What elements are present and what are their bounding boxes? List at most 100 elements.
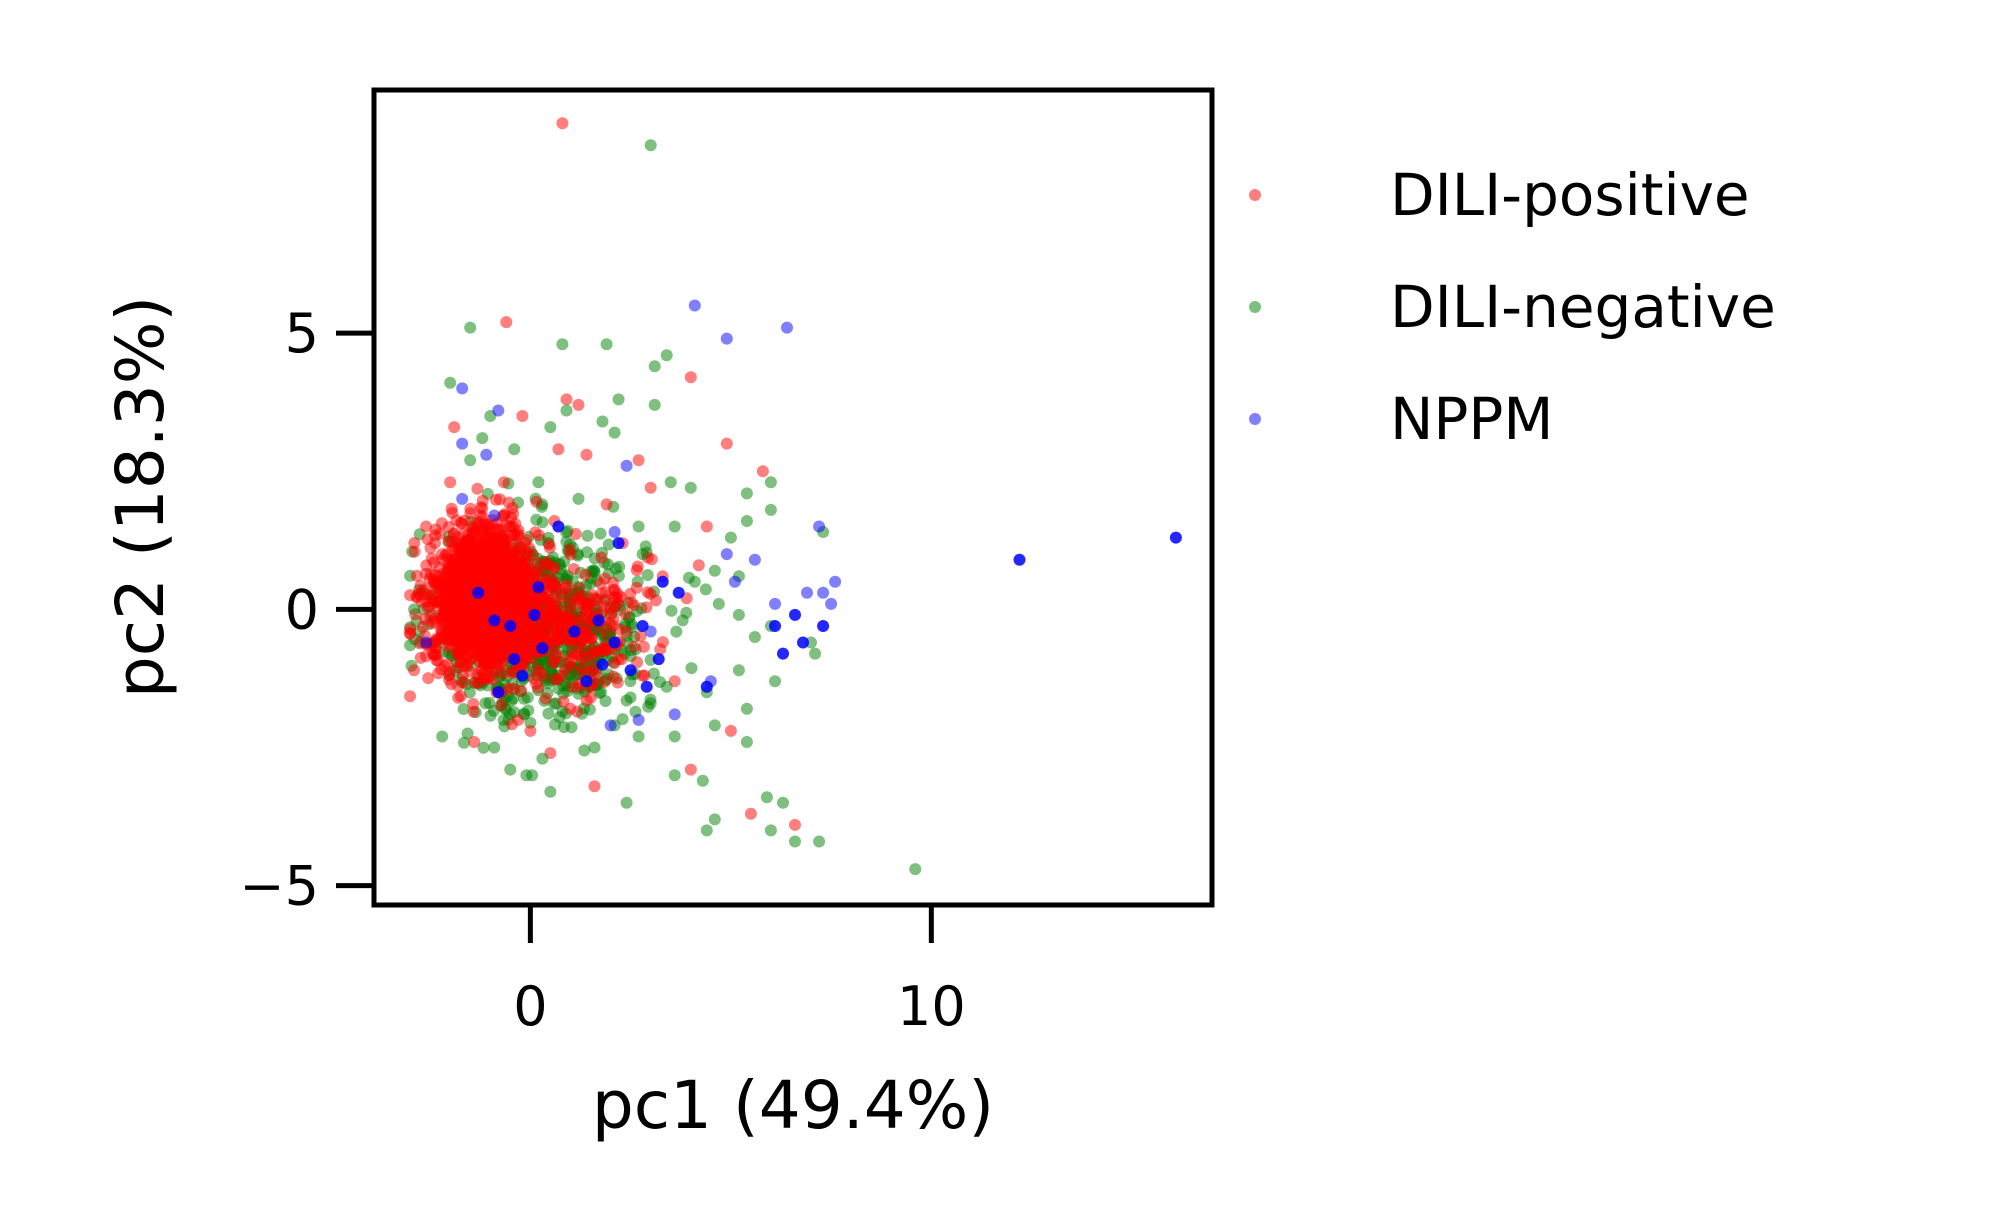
data-point-dili-negative <box>544 785 557 798</box>
data-point-dili-positive <box>451 633 464 646</box>
data-point-dili-positive <box>551 612 563 625</box>
data-point-dili-positive <box>457 586 470 599</box>
data-point-nppm <box>636 620 649 632</box>
data-point-dili-positive <box>493 493 506 506</box>
data-point-nppm <box>604 719 617 732</box>
data-point-dili-positive <box>523 630 536 643</box>
data-point-dili-positive <box>476 494 489 507</box>
data-point-nppm <box>777 647 789 660</box>
data-point-dili-negative <box>696 774 709 787</box>
data-point-dili-positive <box>612 653 625 666</box>
data-point-dili-positive <box>584 691 597 704</box>
data-point-dili-negative <box>809 647 822 660</box>
data-point-dili-negative <box>644 139 657 152</box>
data-point-dili-negative <box>740 515 753 527</box>
data-point-dili-positive <box>512 713 525 726</box>
data-point-dili-positive <box>580 666 593 679</box>
data-point-dili-positive <box>497 476 510 489</box>
data-point-dili-negative <box>536 752 549 765</box>
data-point-nppm <box>488 509 501 522</box>
data-point-dili-positive <box>518 536 531 549</box>
data-point-dili-negative <box>600 338 613 351</box>
data-point-dili-positive <box>644 481 657 494</box>
data-point-dili-positive <box>547 624 560 636</box>
data-point-nppm <box>624 664 637 677</box>
data-point-dili-positive <box>634 630 647 643</box>
data-point-nppm <box>592 614 605 627</box>
data-point-dili-positive <box>444 476 457 489</box>
data-point-dili-positive <box>571 594 584 606</box>
data-point-nppm <box>769 597 781 610</box>
data-point-dili-positive <box>468 736 481 748</box>
data-point-dili-negative <box>594 527 607 540</box>
data-point-dili-positive <box>482 541 495 553</box>
data-point-dili-negative <box>670 625 683 638</box>
data-point-nppm <box>620 459 633 472</box>
data-point-dili-negative <box>676 614 689 627</box>
data-point-dili-negative <box>581 529 594 542</box>
data-point-dili-positive <box>744 807 757 820</box>
data-point-dili-negative <box>732 608 745 621</box>
data-point-dili-negative <box>613 560 626 573</box>
data-point-dili-negative <box>668 730 681 743</box>
data-point-dili-negative <box>764 476 777 489</box>
data-point-dili-positive <box>435 632 448 645</box>
data-point-dili-positive <box>481 518 493 531</box>
data-point-nppm <box>700 680 713 693</box>
data-point-dili-positive <box>608 584 621 596</box>
y-tick-label: −5 <box>239 855 319 918</box>
data-point-dili-positive <box>556 669 569 682</box>
data-point-dili-positive <box>424 610 437 623</box>
data-point-dili-positive <box>640 601 653 614</box>
data-point-dili-positive <box>420 650 432 663</box>
data-point-dili-positive <box>474 558 487 571</box>
data-point-dili-positive <box>490 523 502 536</box>
data-point-nppm <box>632 713 645 726</box>
data-point-dili-positive <box>444 585 457 597</box>
data-point-dili-positive <box>464 566 477 579</box>
data-point-dili-positive <box>724 724 737 737</box>
data-point-dili-positive <box>424 590 436 603</box>
data-point-dili-positive <box>588 592 601 605</box>
data-point-dili-positive <box>530 495 543 508</box>
data-point-nppm <box>720 548 733 561</box>
data-point-dili-positive <box>408 545 421 558</box>
data-point-nppm <box>656 575 669 588</box>
data-point-dili-negative <box>700 824 713 837</box>
data-point-dili-positive <box>600 600 613 613</box>
data-point-dili-positive <box>580 448 593 461</box>
data-point-dili-positive <box>567 563 580 575</box>
data-point-nppm <box>668 708 681 721</box>
x-axis-label: pc1 (49.4%) <box>592 1067 994 1144</box>
data-point-dili-positive <box>487 673 500 686</box>
data-point-dili-negative <box>764 824 777 837</box>
data-point-dili-positive <box>546 581 559 594</box>
data-point-dili-negative <box>560 404 573 417</box>
data-point-dili-positive <box>451 536 464 549</box>
data-point-dili-negative <box>764 503 777 516</box>
data-point-nppm <box>456 492 469 505</box>
data-point-dili-negative <box>624 691 637 704</box>
data-point-dili-positive <box>471 482 484 495</box>
data-point-dili-positive <box>430 642 443 655</box>
data-point-nppm <box>456 382 469 395</box>
data-point-dili-positive <box>700 520 713 533</box>
data-point-nppm <box>608 636 621 649</box>
data-point-nppm <box>492 686 505 699</box>
data-point-dili-positive <box>581 601 593 614</box>
data-point-dili-positive <box>445 502 458 515</box>
data-point-nppm <box>789 608 801 621</box>
data-point-dili-positive <box>684 371 697 384</box>
data-point-nppm <box>640 680 653 693</box>
data-point-dili-positive <box>603 617 616 630</box>
data-point-dili-negative <box>647 667 660 680</box>
data-point-dili-negative <box>732 664 745 677</box>
data-point-dili-positive <box>627 640 640 653</box>
data-point-dili-positive <box>560 610 573 623</box>
data-point-dili-positive <box>507 542 520 555</box>
data-point-dili-positive <box>498 594 511 607</box>
data-point-dili-positive <box>556 117 569 130</box>
data-point-dili-negative <box>660 349 673 362</box>
data-point-dili-positive <box>692 559 705 572</box>
